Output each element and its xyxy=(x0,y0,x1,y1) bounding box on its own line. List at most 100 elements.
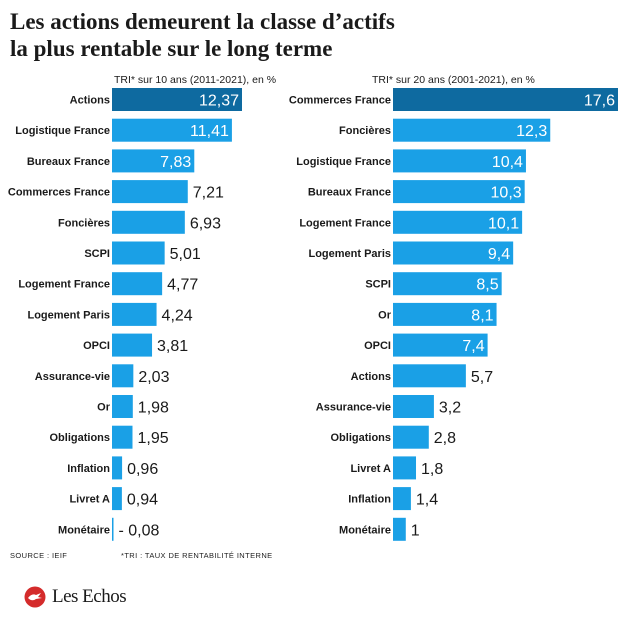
chart-1-category-label-livret-a: Livret A xyxy=(69,494,110,506)
chart-1-category-label-or: Or xyxy=(97,402,111,414)
title-line-1: Les actions demeurent la classe d’actifs xyxy=(10,9,395,34)
chart-2-bar-logement-paris xyxy=(393,241,514,265)
chart-1-bar-bureaux-france xyxy=(112,149,195,173)
chart-2-value-label-opci: 7,4 xyxy=(462,338,484,355)
chart-1-bar-actions xyxy=(112,88,242,111)
chart-1-value-label-or: 1,98 xyxy=(138,400,169,417)
chart-1-value-label-logement-paris: 4,24 xyxy=(162,307,193,324)
chart-2-bar-actions xyxy=(393,364,466,388)
chart-2-category-label-actions: Actions xyxy=(351,371,391,383)
chart-2-category-label-commerces-france: Commerces France xyxy=(289,95,391,107)
chart-1-value-label-actions: 12,37 xyxy=(199,93,239,110)
chart-2-bar-inflation xyxy=(393,487,411,511)
chart-2-value-label-monetaire: 1 xyxy=(411,522,420,539)
chart-2-value-label-foncieres: 12,3 xyxy=(516,123,547,140)
chart-2-value-label-obligations: 2,8 xyxy=(434,430,456,447)
chart-2-bar-opci xyxy=(393,333,488,357)
chart-1-bar-scpi xyxy=(112,241,165,265)
chart-2-category-label-livret-a: Livret A xyxy=(350,463,391,475)
chart-1-value-label-livret-a: 0,94 xyxy=(127,492,158,509)
chart-2-value-label-assurance-vie: 3,2 xyxy=(439,400,461,417)
footnote: *TRI : TAUX DE RENTABILITÉ INTERNE xyxy=(121,551,273,560)
chart-2-value-label-inflation: 1,4 xyxy=(416,492,438,509)
chart-1-category-label-bureaux-france: Bureaux France xyxy=(27,156,110,168)
chart-2-category-label-foncieres: Foncières xyxy=(339,125,391,137)
chart-1-bar-inflation xyxy=(112,456,123,480)
les-echos-logo: Les Echos xyxy=(24,586,127,608)
chart-1-bar-assurance-vie xyxy=(112,364,134,388)
chart-2-value-label-or: 8,1 xyxy=(471,307,493,324)
chart-2-bar-scpi xyxy=(393,272,502,296)
chart-2-bar-or xyxy=(393,302,497,326)
chart-title: Les actions demeurent la classe d’actifs… xyxy=(10,8,610,62)
chart-2-category-label-opci: OPCI xyxy=(364,340,391,352)
chart-1-category-label-obligations: Obligations xyxy=(50,432,111,444)
title-line-2: la plus rentable sur le long terme xyxy=(10,36,333,61)
chart-1-category-label-monetaire: Monétaire xyxy=(58,524,110,536)
chart-2-value-label-bureaux-france: 10,3 xyxy=(491,185,522,202)
chart-1-category-label-scpi: SCPI xyxy=(84,248,110,260)
chart-1-value-label-monetaire: - 0,08 xyxy=(119,522,160,539)
chart-1-value-label-commerces-france: 7,21 xyxy=(193,185,224,202)
chart-2-category-label-scpi: SCPI xyxy=(365,279,391,291)
chart-1-value-label-obligations: 1,95 xyxy=(137,430,168,447)
chart-2-bar-logistique-france xyxy=(393,149,526,173)
chart-1-value-label-opci: 3,81 xyxy=(157,338,188,355)
chart-1-value-label-foncieres: 6,93 xyxy=(190,215,221,232)
chart-2-value-label-logement-france: 10,1 xyxy=(488,215,519,232)
chart-1-category-label-logement-france: Logement France xyxy=(18,279,110,291)
chart-1-category-label-commerces-france: Commerces France xyxy=(8,187,110,199)
chart-2-value-label-livret-a: 1,8 xyxy=(421,461,443,478)
chart-1-title: TRI* sur 10 ans (2011-2021), en % xyxy=(114,74,276,86)
bar-charts: TRI* sur 10 ans (2011-2021), en % Actions… xyxy=(8,74,618,541)
logo-text: Les Echos xyxy=(52,586,127,607)
chart-2-value-label-logement-paris: 9,4 xyxy=(488,246,510,263)
chart-1-bar-obligations xyxy=(112,425,133,449)
chart-1-bar-commerces-france xyxy=(112,180,188,204)
chart-2-category-label-logement-paris: Logement Paris xyxy=(308,248,391,260)
chart-1-value-label-scpi: 5,01 xyxy=(170,246,201,263)
chart-1-bar-logement-paris xyxy=(112,302,157,326)
chart-1-category-label-logistique-france: Logistique France xyxy=(15,125,110,137)
les-echos-emblem-icon xyxy=(24,586,46,608)
chart-2-category-label-assurance-vie: Assurance-vie xyxy=(316,402,391,414)
chart-2-bar-monetaire xyxy=(393,517,406,541)
chart-1-value-label-logement-france: 4,77 xyxy=(167,277,198,294)
chart-2-value-label-scpi: 8,5 xyxy=(476,277,498,294)
chart-1-value-label-bureaux-france: 7,83 xyxy=(160,154,191,171)
chart-1-category-label-actions: Actions xyxy=(70,95,110,107)
chart-1-bar-monetaire xyxy=(112,517,114,541)
chart-2-category-label-monetaire: Monétaire xyxy=(339,524,391,536)
chart-1-bar-logistique-france xyxy=(112,118,232,142)
chart-2-bar-foncieres xyxy=(393,118,551,142)
chart-1-value-label-logistique-france: 11,41 xyxy=(190,123,229,140)
chart-1-bar-or xyxy=(112,395,133,418)
chart-2-bar-obligations xyxy=(393,425,429,449)
chart-1-bar-foncieres xyxy=(112,210,185,234)
chart-1-bar-livret-a xyxy=(112,487,122,511)
chart-1-bar-logement-france xyxy=(112,272,163,296)
chart-2-category-label-logement-france: Logement France xyxy=(299,217,391,229)
chart-2-bar-bureaux-france xyxy=(393,180,525,204)
chart-1-category-label-inflation: Inflation xyxy=(67,463,110,475)
chart-2-category-label-or: Or xyxy=(378,309,392,321)
chart-2-bar-logement-france xyxy=(393,210,523,234)
chart-2-value-label-actions: 5,7 xyxy=(471,369,493,386)
chart-1-value-label-assurance-vie: 2,03 xyxy=(138,369,169,386)
chart-1-value-label-inflation: 0,96 xyxy=(127,461,158,478)
chart-1-category-label-opci: OPCI xyxy=(83,340,110,352)
chart-1-category-label-logement-paris: Logement Paris xyxy=(27,309,110,321)
chart-1-bar-opci xyxy=(112,333,153,357)
chart-1-category-label-foncieres: Foncières xyxy=(58,217,110,229)
chart-2-category-label-logistique-france: Logistique France xyxy=(296,156,391,168)
chart-2-bar-assurance-vie xyxy=(393,395,434,418)
chart-2-bar-livret-a xyxy=(393,456,417,480)
chart-1-category-label-assurance-vie: Assurance-vie xyxy=(35,371,110,383)
chart-2-value-label-commerces-france: 17,6 xyxy=(584,93,615,110)
chart-2-category-label-inflation: Inflation xyxy=(348,494,391,506)
chart-2-category-label-bureaux-france: Bureaux France xyxy=(308,187,391,199)
chart-2-category-label-obligations: Obligations xyxy=(331,432,392,444)
chart-2-title: TRI* sur 20 ans (2001-2021), en % xyxy=(372,74,535,86)
source-note: SOURCE : IEIF xyxy=(10,551,68,560)
chart-2-bar-commerces-france xyxy=(393,88,618,111)
